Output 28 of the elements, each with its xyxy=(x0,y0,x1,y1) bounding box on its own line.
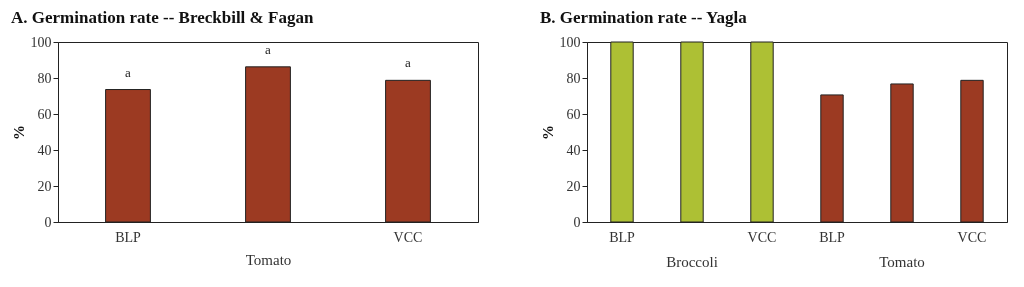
text: Broccoli xyxy=(666,254,718,270)
y-tick-label: 80 xyxy=(37,70,52,86)
x-axis-title: Tomato xyxy=(245,251,292,268)
data-label: a xyxy=(405,55,412,71)
y-tick-label: 60 xyxy=(566,106,581,122)
y-tick-label: 80 xyxy=(566,70,581,86)
y-tick-label: 20 xyxy=(37,178,52,194)
x-tick-label: BLP xyxy=(609,229,636,245)
chart-title: A. Germination rate -- Breckbill & Fagan xyxy=(11,8,314,27)
y-tick-label: 100 xyxy=(30,34,52,50)
y-tick-label: 100 xyxy=(559,34,581,50)
y-axis-title: % xyxy=(10,125,27,140)
y-tick-label: 20 xyxy=(566,178,581,194)
y-tick-label: 40 xyxy=(37,142,52,158)
y-tick-label: 0 xyxy=(573,214,581,230)
x-tick-label: BLP xyxy=(115,229,142,245)
data-label: a xyxy=(265,41,272,57)
x-tick-label: BLP xyxy=(819,229,846,245)
x-tick-label: VCC xyxy=(393,229,423,245)
y-axis-title: % xyxy=(539,125,556,140)
y-tick-label: 60 xyxy=(37,106,52,122)
data-label: a xyxy=(125,64,132,80)
text: Tomato xyxy=(879,254,925,270)
x-tick-label: VCC xyxy=(747,229,777,245)
chart-title: B. Germination rate -- Yagla xyxy=(540,8,748,27)
y-tick-label: 40 xyxy=(566,142,581,158)
y-tick-label: 0 xyxy=(44,214,52,230)
x-tick-label: VCC xyxy=(957,229,987,245)
